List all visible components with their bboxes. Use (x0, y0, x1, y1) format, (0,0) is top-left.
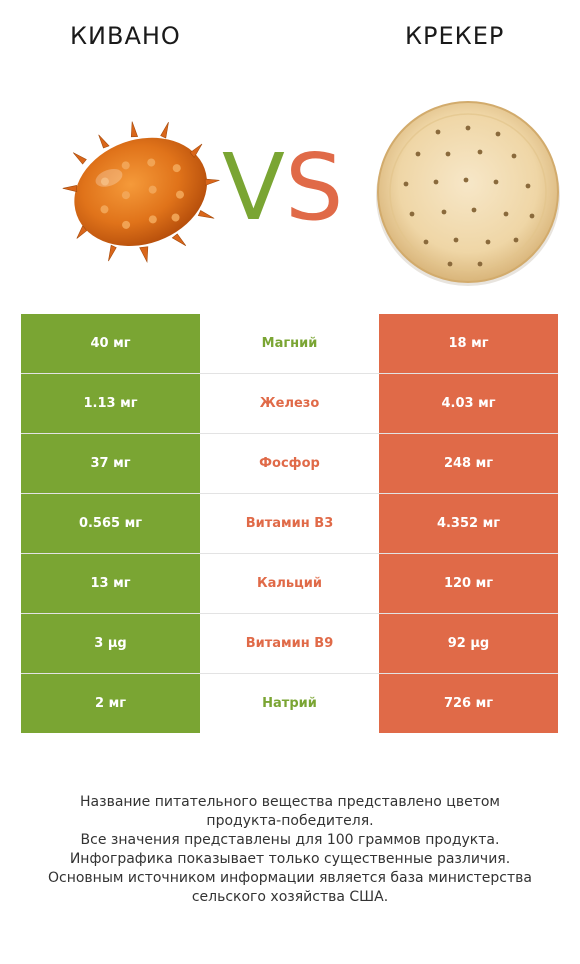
vs-s-letter: S (284, 134, 344, 241)
nutrient-name: Витамин B9 (200, 614, 379, 673)
right-value: 4.352 мг (379, 494, 558, 553)
note-line: продукта-победителя. (206, 813, 374, 829)
right-product-title: КРЕКЕР (405, 22, 505, 50)
kiwano-image (62, 121, 220, 264)
note-line: Инфографика показывает только существенн… (69, 851, 511, 867)
left-value: 3 µg (21, 614, 200, 673)
right-value: 248 мг (379, 434, 558, 493)
comparison-row: 3 µg Витамин B9 92 µg (21, 614, 558, 674)
note-line: Основным источником информации является … (48, 870, 532, 886)
comparison-row: 37 мг Фосфор 248 мг (21, 434, 558, 494)
nutrient-name: Железо (200, 374, 379, 433)
right-value: 120 мг (379, 554, 558, 613)
right-value: 18 мг (379, 314, 558, 373)
comparison-row: 2 мг Натрий 726 мг (21, 674, 558, 733)
left-value: 0.565 мг (21, 494, 200, 553)
nutrient-name: Магний (200, 314, 379, 373)
nutrient-name: Фосфор (200, 434, 379, 493)
vs-label: VS (222, 138, 362, 238)
right-value: 4.03 мг (379, 374, 558, 433)
nutrient-name: Витамин B3 (200, 494, 379, 553)
right-value: 726 мг (379, 674, 558, 733)
left-value: 1.13 мг (21, 374, 200, 433)
note-line: сельского хозяйства США. (191, 889, 389, 905)
left-product-title: КИВАНО (70, 22, 181, 50)
nutrient-name: Кальций (200, 554, 379, 613)
comparison-table: 40 мг Магний 18 мг 1.13 мг Железо 4.03 мг 37 м… (21, 314, 558, 733)
comparison-row: 13 мг Кальций 120 мг (21, 554, 558, 614)
comparison-row: 40 мг Магний 18 мг (21, 314, 558, 374)
comparison-row: 0.565 мг Витамин B3 4.352 мг (21, 494, 558, 554)
left-value: 13 мг (21, 554, 200, 613)
cracker-image (376, 101, 560, 286)
right-value: 92 µg (379, 614, 558, 673)
left-value: 40 мг (21, 314, 200, 373)
nutrient-name: Натрий (200, 674, 379, 733)
comparison-row: 1.13 мг Железо 4.03 мг (21, 374, 558, 434)
note-line: Название питательного вещества представл… (80, 794, 500, 810)
note-line: Все значения представлены для 100 граммо… (80, 832, 500, 848)
left-value: 37 мг (21, 434, 200, 493)
footnotes: Название питательного вещества представл… (0, 793, 580, 907)
vs-v-letter: V (222, 134, 285, 241)
left-value: 2 мг (21, 674, 200, 733)
